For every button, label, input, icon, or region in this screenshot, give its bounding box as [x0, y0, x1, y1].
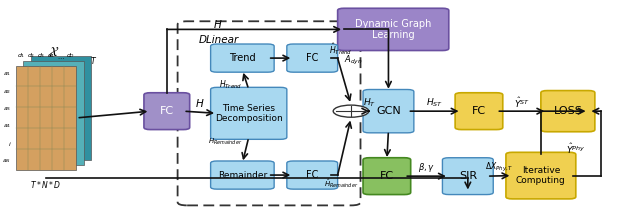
Text: Remainder: Remainder: [218, 170, 267, 180]
FancyBboxPatch shape: [338, 8, 449, 51]
FancyBboxPatch shape: [287, 44, 338, 72]
Text: $\hat{Y}^{Phy}$: $\hat{Y}^{Phy}$: [566, 142, 586, 156]
Text: $d_1$: $d_1$: [17, 51, 25, 60]
Text: $\cdots$: $\cdots$: [57, 55, 65, 60]
Text: Trend: Trend: [229, 53, 256, 63]
Text: $T*N*D$: $T*N*D$: [30, 179, 61, 190]
Text: Dynamic Graph
Learning: Dynamic Graph Learning: [355, 19, 431, 40]
Text: FC: FC: [472, 106, 486, 116]
Text: $d_4$: $d_4$: [47, 51, 55, 60]
Text: $\hat{Y}^{ST}$: $\hat{Y}^{ST}$: [514, 95, 530, 110]
FancyBboxPatch shape: [23, 61, 84, 165]
Text: DLinear: DLinear: [198, 35, 239, 45]
Text: $d_3$: $d_3$: [36, 51, 45, 60]
Text: $T$: $T$: [90, 55, 97, 66]
Text: $a_4$: $a_4$: [3, 122, 12, 130]
FancyBboxPatch shape: [506, 152, 576, 199]
FancyBboxPatch shape: [541, 91, 595, 132]
Text: $H$: $H$: [195, 97, 205, 109]
Text: Time Series
Decomposition: Time Series Decomposition: [215, 104, 283, 123]
FancyBboxPatch shape: [363, 90, 414, 133]
FancyBboxPatch shape: [363, 158, 411, 194]
Text: FC: FC: [306, 53, 319, 63]
Text: FC: FC: [306, 170, 319, 180]
Text: $\hat{H}_{Remainder}$: $\hat{H}_{Remainder}$: [324, 177, 358, 190]
Text: FC: FC: [380, 171, 394, 181]
Text: LOSS: LOSS: [554, 106, 582, 116]
Text: GCN: GCN: [376, 106, 401, 116]
Text: FC: FC: [160, 106, 174, 116]
Text: $H_{Remainder}$: $H_{Remainder}$: [208, 136, 243, 146]
Text: $H_T$: $H_T$: [362, 96, 376, 109]
Text: $a_2$: $a_2$: [3, 88, 12, 96]
Text: $\Delta X_{Phy,T}$: $\Delta X_{Phy,T}$: [485, 161, 514, 174]
Text: $a_N$: $a_N$: [2, 157, 12, 165]
Text: $a_3$: $a_3$: [3, 105, 12, 113]
FancyBboxPatch shape: [455, 93, 503, 129]
Text: $\hat{H}_{Trend}$: $\hat{H}_{Trend}$: [330, 41, 353, 57]
Text: $\mathcal{X}$: $\mathcal{X}$: [48, 46, 59, 59]
Text: $A_{dyn}$: $A_{dyn}$: [344, 54, 363, 67]
Text: SIR: SIR: [459, 171, 477, 181]
Text: $H$: $H$: [213, 18, 222, 30]
Circle shape: [333, 105, 369, 117]
Text: $i$: $i$: [8, 140, 12, 148]
FancyBboxPatch shape: [211, 161, 274, 189]
Text: $d_2$: $d_2$: [27, 51, 35, 60]
Text: $a_1$: $a_1$: [3, 70, 12, 78]
FancyBboxPatch shape: [211, 44, 274, 72]
FancyBboxPatch shape: [31, 56, 92, 160]
FancyBboxPatch shape: [144, 93, 189, 129]
Text: $d_D$: $d_D$: [67, 51, 76, 60]
Text: Iterative
Computing: Iterative Computing: [516, 166, 566, 185]
Text: $\beta,\gamma$: $\beta,\gamma$: [418, 161, 435, 174]
Text: $H_{ST}$: $H_{ST}$: [426, 96, 443, 109]
FancyBboxPatch shape: [15, 66, 76, 170]
FancyBboxPatch shape: [442, 158, 493, 194]
Text: $H_{Trend}$: $H_{Trend}$: [219, 79, 243, 91]
FancyBboxPatch shape: [287, 161, 338, 189]
FancyBboxPatch shape: [211, 87, 287, 139]
